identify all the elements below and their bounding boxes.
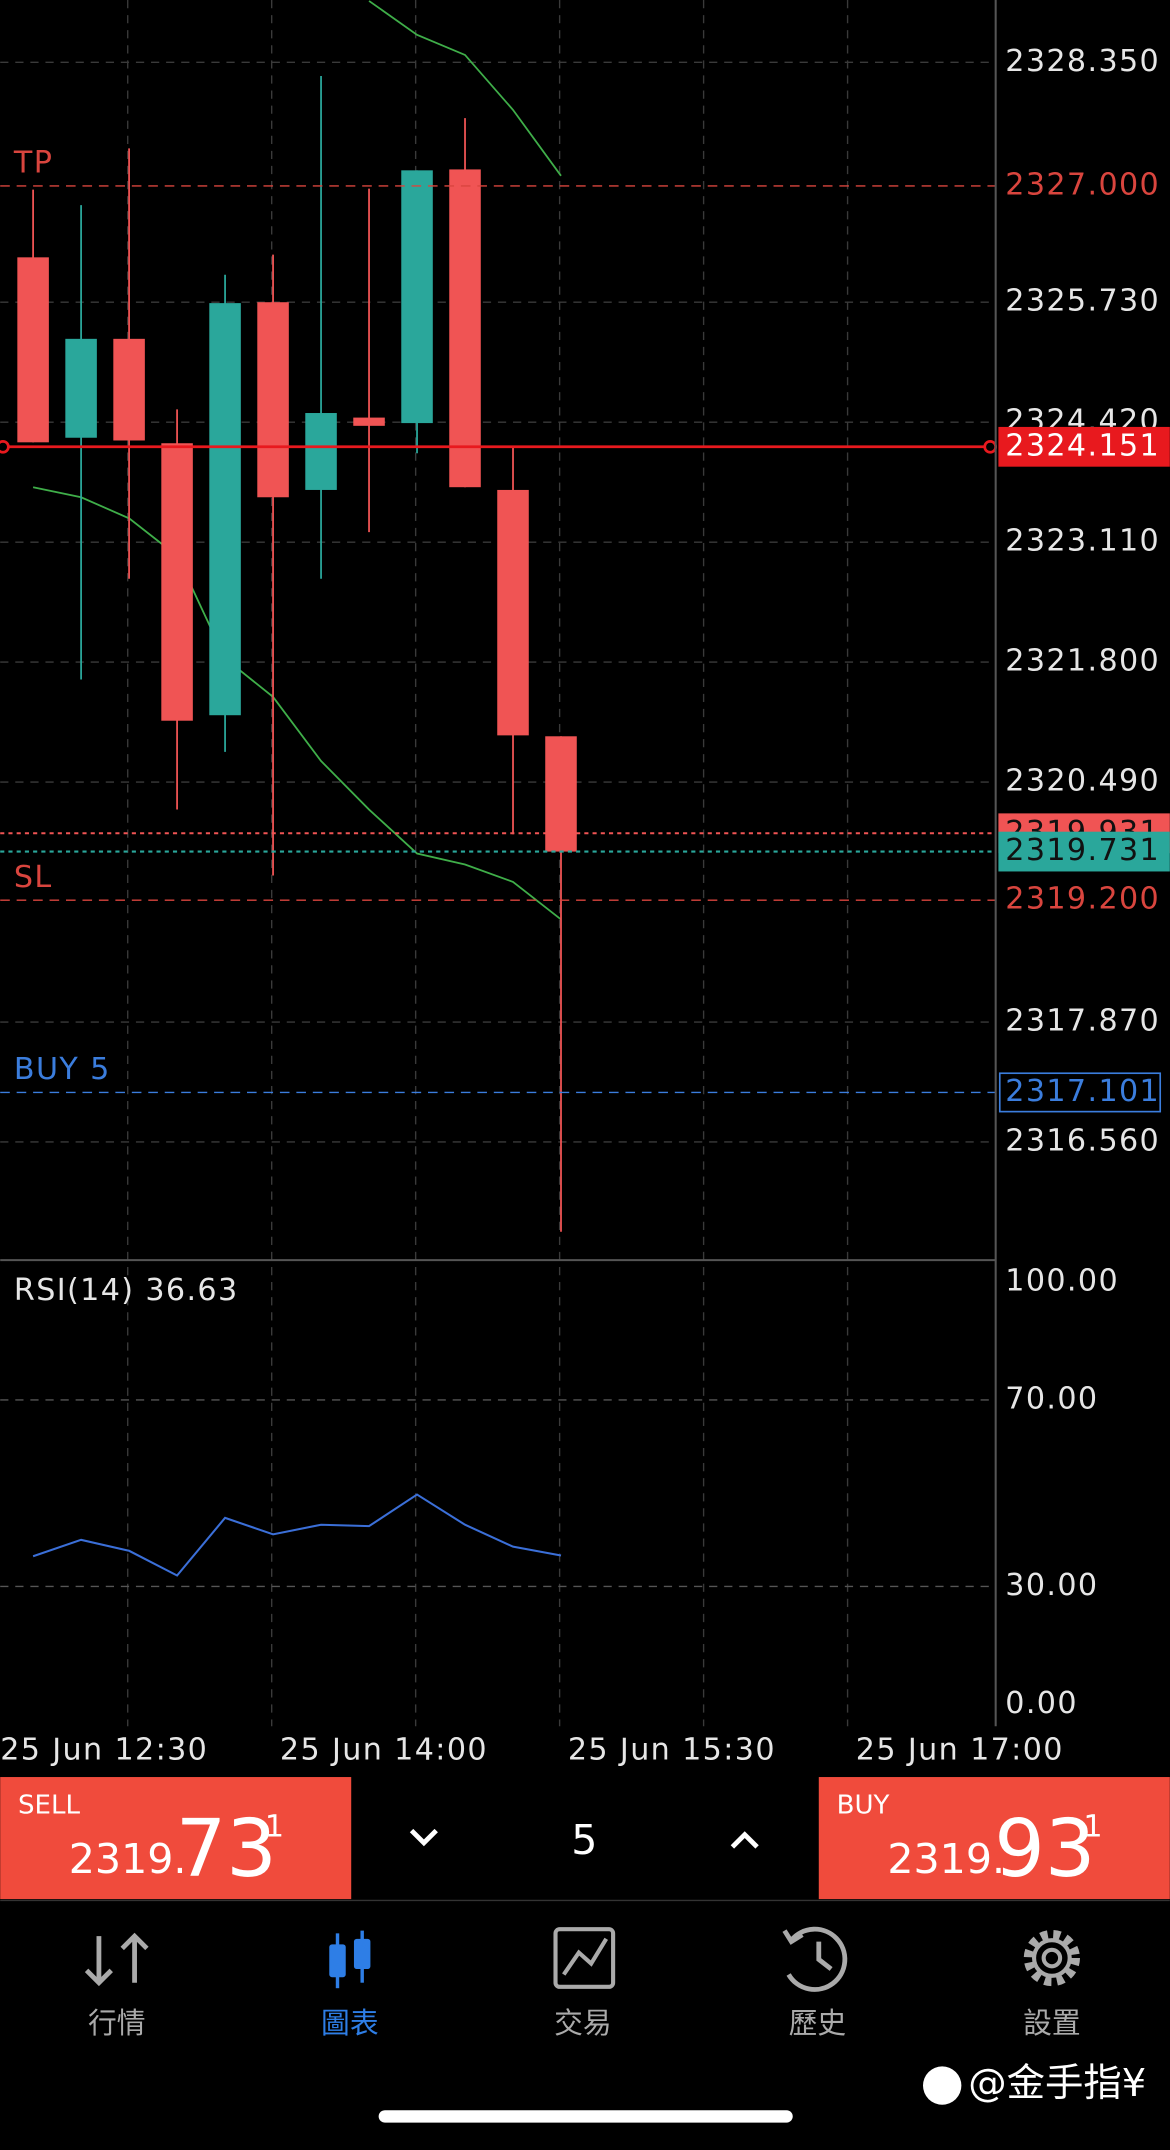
watermark: @金手指¥: [968, 2061, 1146, 2106]
buy-price-big: 93: [994, 1802, 1095, 1895]
volume-up[interactable]: [730, 1831, 759, 1849]
history-icon[interactable]: [782, 1926, 848, 1992]
quotes-icon[interactable]: [84, 1932, 149, 1987]
y-tick-label: 0.00: [1005, 1686, 1078, 1721]
level-value: 2319.200: [1005, 882, 1160, 917]
buy-label: BUY: [837, 1790, 890, 1820]
y-tick-label: 30.00: [1005, 1568, 1098, 1603]
settings-icon[interactable]: [1023, 1929, 1080, 1987]
sell-price-big: 73: [176, 1802, 277, 1895]
tab-label[interactable]: 歷史: [789, 2006, 847, 2040]
price-tag: [998, 426, 1170, 467]
ma-line: [368, 0, 562, 177]
rsi-line: [32, 1493, 562, 1577]
candle-body: [305, 413, 337, 490]
facebook-icon: [922, 2066, 962, 2105]
y-tick-label: 2320.490: [1005, 764, 1160, 799]
candle-body: [353, 417, 385, 426]
level-value: 2317.101: [1005, 1074, 1160, 1109]
candle-body: [449, 169, 481, 488]
candle-body: [257, 302, 289, 498]
level-value: 2327.000: [1005, 167, 1160, 202]
sell-price-sup: 1: [265, 1809, 284, 1844]
y-tick-label: 70.00: [1005, 1381, 1098, 1416]
sell-button[interactable]: [0, 1777, 352, 1900]
candle-body: [161, 443, 193, 721]
y-tick-label: 2328.350: [1005, 44, 1160, 79]
x-tick-label: 25 Jun 15:30: [568, 1732, 776, 1767]
home-indicator: [378, 2110, 793, 2123]
y-tick-label: 2316.560: [1005, 1123, 1160, 1158]
sell-price-main: 2319.: [69, 1835, 187, 1883]
chart-icon[interactable]: [329, 1930, 371, 1989]
trade-icon[interactable]: [553, 1927, 616, 1989]
line-handle: [983, 439, 998, 454]
x-tick-label: 25 Jun 17:00: [856, 1732, 1064, 1767]
y-tick-label: 100.00: [1005, 1264, 1119, 1299]
y-tick-label: 2317.870: [1005, 1004, 1160, 1039]
price-tag-outline: [998, 1072, 1162, 1113]
price-chart: 2328.3502325.7302324.4202323.1102321.800…: [0, 0, 1170, 1767]
ma-line: [32, 486, 562, 921]
buy-price-sup: 1: [1083, 1809, 1102, 1844]
level-name: BUY 5: [14, 1052, 111, 1087]
x-tick-label: 25 Jun 14:00: [280, 1732, 488, 1767]
candle-body: [401, 170, 433, 424]
candle-body: [497, 489, 529, 736]
buy-price-main: 2319.: [887, 1835, 1005, 1883]
line-handle: [0, 439, 10, 454]
tab-label-active[interactable]: 圖表: [321, 2006, 379, 2040]
level-name: SL: [14, 860, 53, 895]
candle-body: [65, 338, 97, 438]
volume-down[interactable]: [409, 1828, 438, 1847]
x-tick-label: 25 Jun 12:30: [0, 1732, 208, 1767]
candle-body: [17, 257, 49, 443]
candle-body: [209, 303, 241, 716]
price-tag-label: 2319.731: [1005, 833, 1160, 868]
price-tag: [998, 831, 1170, 872]
y-tick-label: 2323.110: [1005, 524, 1160, 559]
candle-body: [113, 338, 145, 441]
tab-label[interactable]: 交易: [554, 2006, 612, 2040]
price-tag-label: 2324.151: [1005, 428, 1160, 463]
y-tick-label: 2321.800: [1005, 644, 1160, 679]
tab-label[interactable]: 行情: [88, 2006, 146, 2040]
sell-label: SELL: [18, 1790, 81, 1820]
rsi-title: RSI(14) 36.63: [14, 1273, 239, 1308]
y-tick-label: 2325.730: [1005, 284, 1160, 319]
level-name: TP: [13, 145, 53, 180]
tab-label[interactable]: 設置: [1023, 2006, 1081, 2040]
volume[interactable]: 5: [571, 1816, 597, 1864]
buy-button[interactable]: [818, 1777, 1170, 1900]
